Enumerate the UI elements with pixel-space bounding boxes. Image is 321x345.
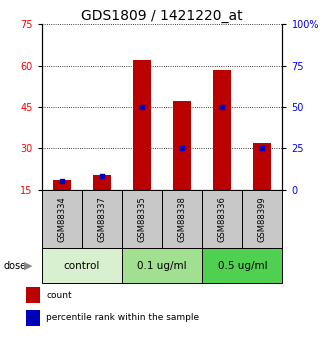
Bar [202,190,242,248]
Point [59,178,64,184]
Text: GSM88335: GSM88335 [137,196,147,242]
Bar [213,70,231,190]
Text: GSM88337: GSM88337 [97,196,107,242]
Text: count: count [46,291,72,300]
Bar [42,190,82,248]
Text: control: control [64,261,100,270]
Text: percentile rank within the sample: percentile rank within the sample [46,313,199,322]
Bar [26,310,40,326]
Point [140,104,145,110]
Point [260,146,265,151]
Bar [122,190,162,248]
Text: dose: dose [3,261,26,270]
Text: 0.5 ug/ml: 0.5 ug/ml [218,261,267,270]
Bar [242,190,282,248]
Text: GSM88338: GSM88338 [178,196,187,242]
Bar [26,287,40,303]
Title: GDS1809 / 1421220_at: GDS1809 / 1421220_at [81,9,243,23]
Bar [82,190,122,248]
Bar [173,101,191,190]
Text: GSM88336: GSM88336 [218,196,227,242]
Text: 0.1 ug/ml: 0.1 ug/ml [137,261,187,270]
Text: GSM88399: GSM88399 [258,196,267,242]
Bar [253,143,272,190]
Bar [162,190,202,248]
Text: GSM88334: GSM88334 [57,196,66,242]
Bar [133,60,151,190]
Bar [122,248,202,283]
Bar [202,248,282,283]
Point [100,173,105,178]
Text: ▶: ▶ [24,261,32,270]
Bar [42,248,122,283]
Bar [53,180,71,190]
Bar [93,175,111,190]
Point [220,104,225,110]
Point [180,146,185,151]
